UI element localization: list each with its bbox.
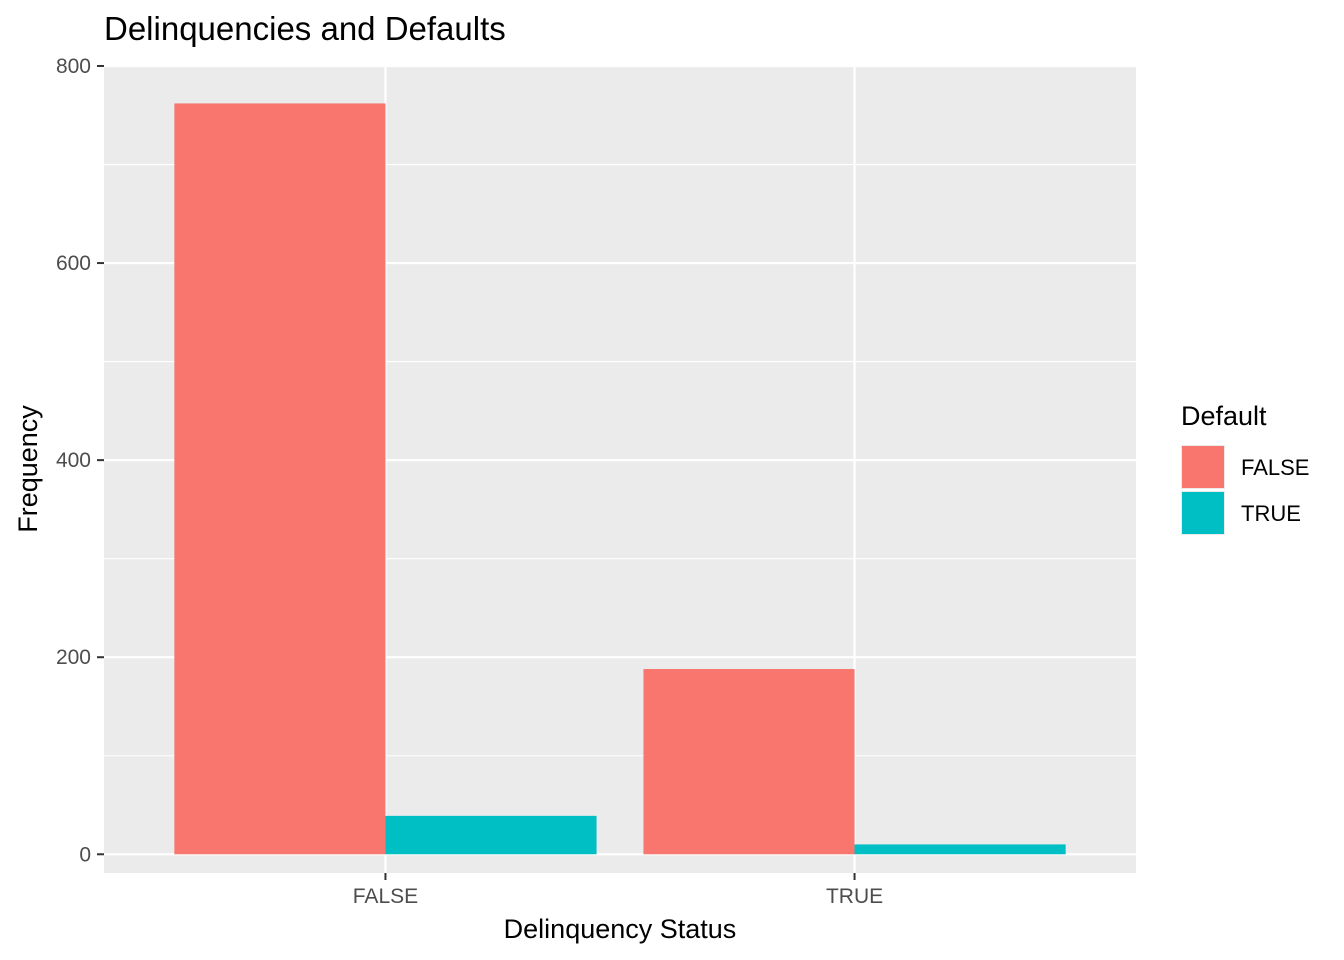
y-tick-label: 600 [56,252,91,275]
legend-swatch-true [1182,492,1224,534]
x-axis-ticks: FALSE TRUE [353,873,883,908]
x-tick-label: TRUE [826,885,883,908]
x-axis-title: Delinquency Status [504,914,737,944]
legend-label-false: FALSE [1241,455,1309,480]
x-tick-label: FALSE [353,885,418,908]
bar-true-true [854,844,1066,855]
bar-true-false [385,815,597,855]
bar-false-false [174,103,386,855]
bar-false-true [643,669,855,855]
legend-title: Default [1181,401,1267,431]
y-axis-title: Frequency [13,405,43,533]
y-tick-label: 800 [56,55,91,78]
legend: Default FALSE TRUE [1181,401,1309,535]
y-tick-label: 0 [79,843,91,866]
y-tick-label: 400 [56,449,91,472]
legend-label-true: TRUE [1241,501,1301,526]
bars [174,103,1066,855]
legend-swatch-false [1182,446,1224,488]
y-axis-ticks: 0 200 400 600 800 [56,55,104,866]
chart-title: Delinquencies and Defaults [104,10,506,47]
y-tick-label: 200 [56,646,91,669]
legend-items: FALSE TRUE [1181,445,1309,535]
